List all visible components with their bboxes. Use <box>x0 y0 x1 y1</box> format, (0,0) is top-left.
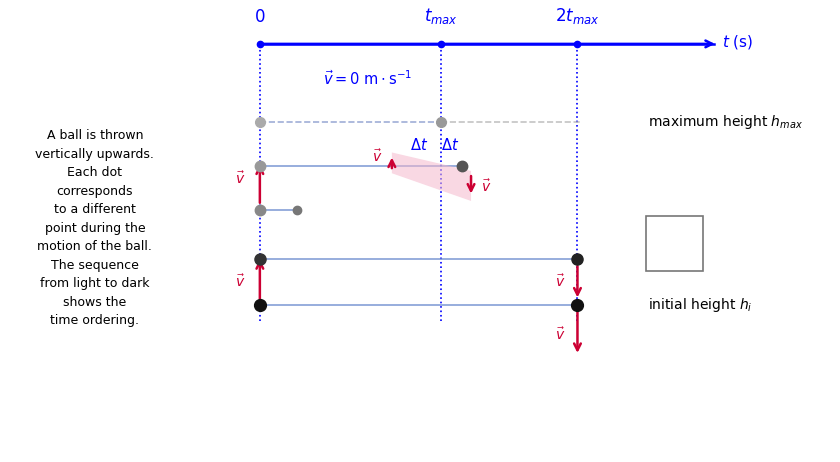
Text: $2t_{max}$: $2t_{max}$ <box>555 6 600 26</box>
FancyBboxPatch shape <box>646 216 703 271</box>
Text: $\vec{v}$: $\vec{v}$ <box>371 149 382 165</box>
Text: $\vec{g}$: $\vec{g}$ <box>659 233 670 254</box>
Text: $\vec{v}$: $\vec{v}$ <box>554 327 565 343</box>
Text: $\vec{v}$: $\vec{v}$ <box>554 274 565 290</box>
Text: $t_{max}$: $t_{max}$ <box>424 6 459 26</box>
Text: $\Delta t$: $\Delta t$ <box>410 137 428 153</box>
Text: $\vec{v}$: $\vec{v}$ <box>481 179 491 195</box>
Text: $t\ \mathrm{(s)}$: $t\ \mathrm{(s)}$ <box>722 33 753 50</box>
Text: $\Delta t$: $\Delta t$ <box>441 137 459 153</box>
Text: A ball is thrown
vertically upwards.
Each dot
corresponds
to a different
point d: A ball is thrown vertically upwards. Eac… <box>35 129 155 328</box>
Polygon shape <box>391 152 471 201</box>
Text: $\vec{v} = 0\ \mathrm{m \cdot s^{-1}}$: $\vec{v} = 0\ \mathrm{m \cdot s^{-1}}$ <box>323 69 412 88</box>
Text: $\vec{v}$: $\vec{v}$ <box>234 274 245 290</box>
Text: maximum height $h_{max}$: maximum height $h_{max}$ <box>648 114 802 131</box>
Text: 0: 0 <box>255 8 265 26</box>
Text: $\vec{v}$: $\vec{v}$ <box>234 171 245 187</box>
Text: initial height $h_i$: initial height $h_i$ <box>648 296 753 314</box>
